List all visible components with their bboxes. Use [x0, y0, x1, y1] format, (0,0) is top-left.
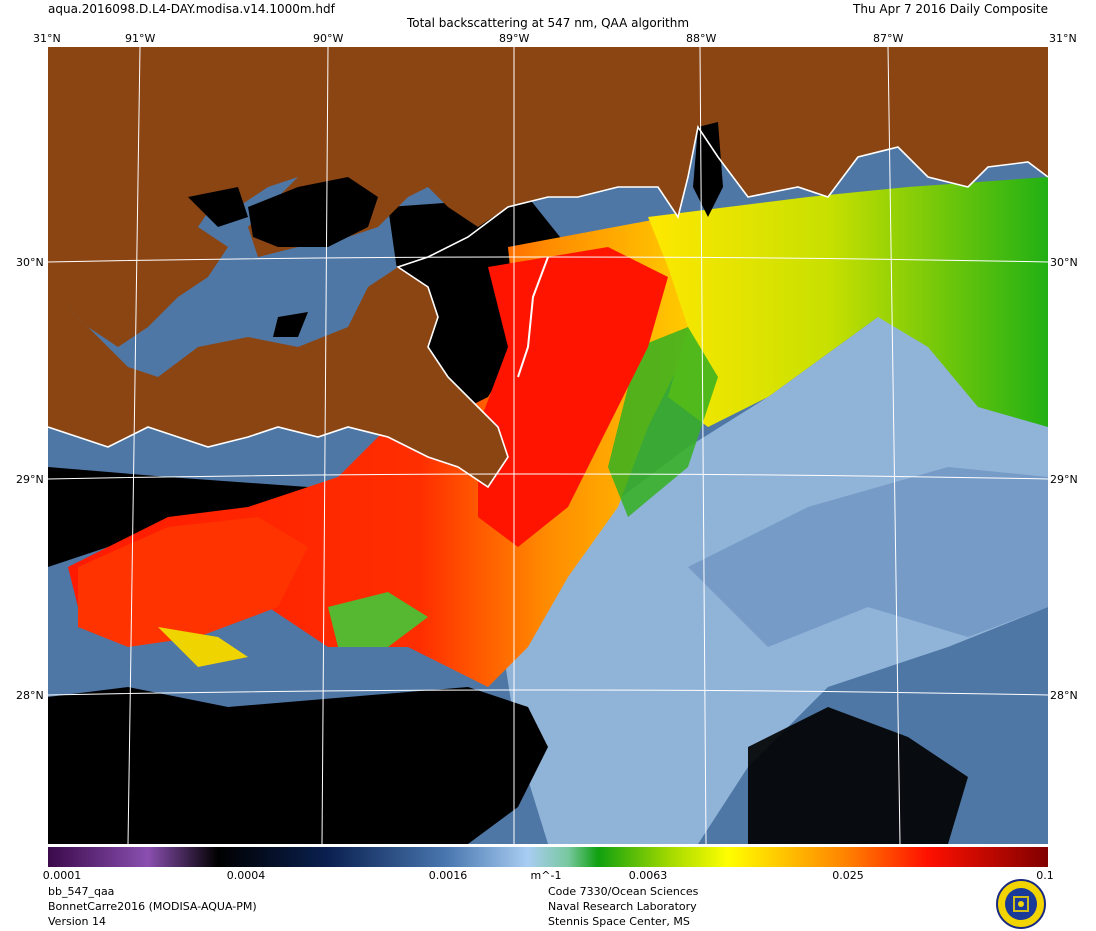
- cloud-patch-se: [748, 707, 968, 844]
- red-core: [478, 247, 668, 547]
- lake-pontchartrain: [248, 177, 378, 247]
- footer-version: Version 14: [48, 915, 106, 928]
- meridian-90w: [321, 47, 329, 844]
- lon-label-90w: 90°W: [313, 32, 344, 45]
- lon-label-87w: 87°W: [873, 32, 904, 45]
- lat-label-30n-right: 30°N: [1050, 256, 1078, 269]
- lat-label-30n-left: 30°N: [16, 256, 44, 269]
- lon-label-91w: 91°W: [125, 32, 156, 45]
- colorbar-tick-0: 0.0001: [42, 869, 82, 882]
- plume-west-yellow: [158, 627, 248, 667]
- parallel-28n: [48, 689, 1048, 696]
- coastline: [48, 124, 1048, 489]
- map-title: Total backscattering at 547 nm, QAA algo…: [406, 16, 690, 30]
- lat-label-29n-right: 29°N: [1050, 473, 1078, 486]
- colorbar-gradient: [48, 847, 1048, 867]
- file-name-label: aqua.2016098.D.L4-DAY.modisa.v14.1000m.h…: [48, 2, 335, 16]
- parallel-29n: [48, 473, 1048, 480]
- eastern-turbid-band: [648, 177, 1048, 427]
- parallel-30n: [48, 256, 1048, 263]
- colorbar-unit: m^-1: [530, 869, 562, 882]
- corner-label-top-left: 31°N: [33, 32, 61, 45]
- footer-product: bb_547_qaa: [48, 885, 115, 898]
- nrl-seal-icon: [996, 879, 1046, 929]
- meridian-87w: [887, 47, 901, 844]
- chandeleur-islands: [517, 256, 549, 378]
- inland-water-2: [273, 312, 308, 337]
- plume-west-patch: [78, 517, 308, 647]
- colorbar-tick-2: 0.0016: [428, 869, 468, 882]
- lat-label-29n-left: 29°N: [16, 473, 44, 486]
- colorbar-tick-1: 0.0004: [226, 869, 266, 882]
- plume-green-edge: [328, 592, 428, 647]
- corner-label-top-right: 31°N: [1049, 32, 1077, 45]
- footer-code: Code 7330/Ocean Sciences: [548, 885, 699, 898]
- colorbar-tick-5: 0.1: [1036, 869, 1054, 882]
- cloud-band-south: [48, 687, 548, 844]
- date-label: Thu Apr 7 2016 Daily Composite: [853, 2, 1048, 16]
- lon-label-89w: 89°W: [499, 32, 530, 45]
- footer-lab: Naval Research Laboratory: [548, 900, 697, 913]
- lon-label-88w: 88°W: [686, 32, 717, 45]
- lat-label-28n-right: 28°N: [1050, 689, 1078, 702]
- colorbar: [48, 847, 1048, 867]
- inland-water-1: [188, 187, 248, 227]
- graticule: [48, 47, 1048, 844]
- footer-location: Stennis Space Center, MS: [548, 915, 690, 928]
- meridian-88w: [699, 47, 707, 844]
- satellite-map: [48, 47, 1048, 844]
- meridian-91w: [127, 47, 141, 844]
- footer-event: BonnetCarre2016 (MODISA-AQUA-PM): [48, 900, 257, 913]
- lat-label-28n-left: 28°N: [16, 689, 44, 702]
- offshore-mid-water: [688, 467, 1048, 647]
- green-fringe: [608, 327, 718, 517]
- colorbar-tick-4: 0.025: [832, 869, 864, 882]
- colorbar-tick-3: 0.0063: [628, 869, 668, 882]
